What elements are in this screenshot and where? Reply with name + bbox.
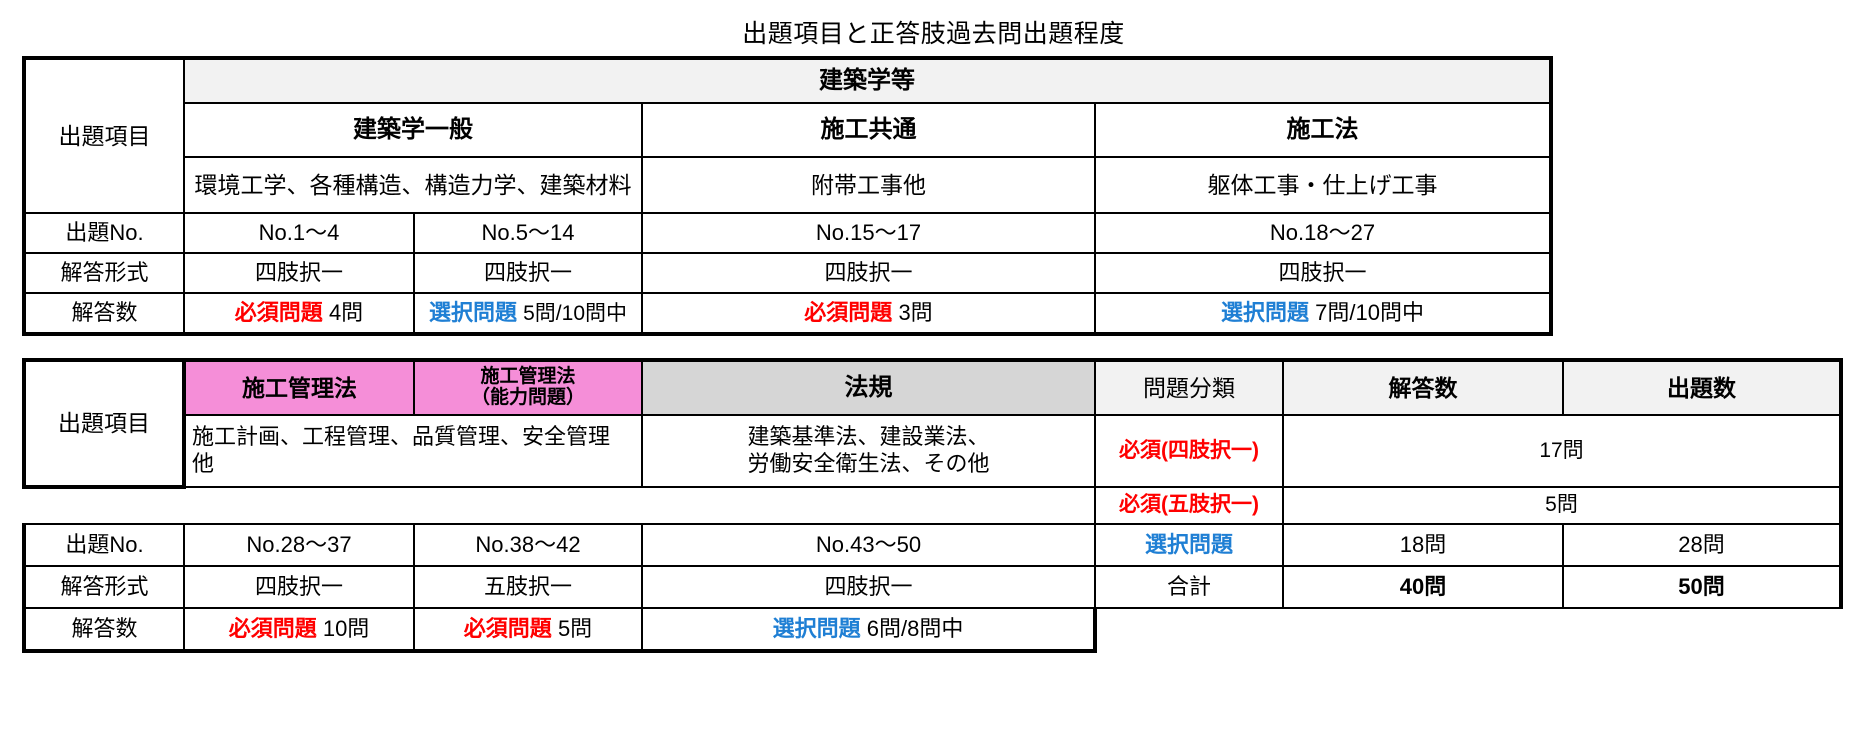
table-row: 解答形式 四肢択一 四肢択一 四肢択一 四肢択一 xyxy=(23,252,1552,294)
description-construction-method: 躯体工事・仕上げ工事 xyxy=(1094,156,1552,214)
answer-form-construction-management-ability: 五肢択一 xyxy=(413,565,643,609)
summary-category-total: 合計 xyxy=(1094,565,1284,609)
summary-answer-count-selective: 18問 xyxy=(1282,523,1564,567)
summary-category-required-4choice: 必須(四肢択一) xyxy=(1094,414,1284,488)
number-architecture-selective: No.5〜14 xyxy=(413,212,643,254)
exam-structure-table-upper: 出題項目 建築学等 建築学一般 施工共通 施工法 環境工学、各種構造、構造力学、… xyxy=(22,56,1553,336)
table-row: 出題No. No.1〜4 No.5〜14 No.15〜17 No.18〜27 xyxy=(23,212,1552,254)
row-label-answer-form: 解答形式 xyxy=(22,565,185,609)
summary-header-question-count: 出題数 xyxy=(1562,358,1843,416)
answer-count-construction-management-ability: 必須問題 5問 xyxy=(413,607,643,653)
required-badge: 必須問題 xyxy=(228,616,317,642)
number-architecture-required: No.1〜4 xyxy=(183,212,415,254)
answer-count-value: 10問 xyxy=(322,616,370,642)
spacer-cell xyxy=(1283,608,1563,651)
number-construction-management: No.28〜37 xyxy=(183,523,415,567)
spacer-cell xyxy=(1563,608,1841,651)
group-label-line1: 施工管理法 xyxy=(480,366,576,388)
summary-answer-count-total: 40問 xyxy=(1282,565,1564,609)
selective-badge: 選択問題 xyxy=(772,616,861,642)
summary-question-count-selective: 28問 xyxy=(1562,523,1843,567)
spacer-cell xyxy=(642,487,1095,524)
group-construction-common: 施工共通 xyxy=(641,102,1096,158)
answer-count-architecture-selective: 選択問題 5問/10問中 xyxy=(413,292,643,335)
description-architecture-general: 環境工学、各種構造、構造力学、建築材料 xyxy=(183,156,643,214)
group-construction-method: 施工法 xyxy=(1094,102,1552,158)
description-line2: 労働安全衛生法、その他 xyxy=(747,451,990,476)
answer-count-value: 7問/10問中 xyxy=(1315,300,1424,326)
description-construction-management: 施工計画、工程管理、品質管理、安全管理他 xyxy=(183,414,643,488)
number-construction-management-ability: No.38〜42 xyxy=(413,523,643,567)
answer-count-construction-management: 必須問題 10問 xyxy=(183,607,415,653)
table-row: 建築学一般 施工共通 施工法 xyxy=(24,102,1552,158)
spacer-cell xyxy=(24,487,184,524)
table-row: 環境工学、各種構造、構造力学、建築材料 附帯工事他 躯体工事・仕上げ工事 xyxy=(24,156,1552,214)
required-badge: 必須問題 xyxy=(804,300,893,326)
table-row: 出題No. No.28〜37 No.38〜42 No.43〜50 選択問題 18… xyxy=(22,523,1843,567)
answer-form-construction-method: 四肢択一 xyxy=(1094,252,1552,294)
summary-category-required-5choice: 必須(五肢択一) xyxy=(1094,486,1284,525)
table-row: 施工計画、工程管理、品質管理、安全管理他 建築基準法、建設業法、 労働安全衛生法、… xyxy=(24,414,1843,488)
row-label-number: 出題No. xyxy=(23,212,185,254)
required-badge: 必須問題 xyxy=(234,300,323,326)
page-title: 出題項目と正答肢過去問出題程度 xyxy=(742,20,1125,48)
description-line2: 他 xyxy=(192,451,215,476)
spacer-cell xyxy=(184,487,414,524)
summary-merged-value-required-4choice: 17問 xyxy=(1282,414,1843,488)
row-label-number: 出題No. xyxy=(22,523,185,567)
group-header-architecture: 建築学等 xyxy=(183,57,1552,104)
group-law: 法規 xyxy=(641,358,1096,416)
number-law: No.43〜50 xyxy=(641,523,1096,567)
group-architecture-general: 建築学一般 xyxy=(183,102,643,158)
exam-structure-table-lower: 出題項目 施工管理法 施工管理法 （能力問題） 法規 問題分類 解答数 出題数 施… xyxy=(22,358,1843,653)
row-label-answer-count: 解答数 xyxy=(22,607,185,653)
description-line1: 施工計画、工程管理、品質管理、安全管理 xyxy=(192,424,611,450)
answer-form-architecture-required: 四肢択一 xyxy=(183,252,415,294)
answer-count-construction-common: 必須問題 3問 xyxy=(641,292,1096,335)
answer-form-architecture-selective: 四肢択一 xyxy=(413,252,643,294)
group-label-line2: （能力問題） xyxy=(470,387,585,408)
selective-badge: 選択問題 xyxy=(428,299,517,325)
number-construction-method: No.18〜27 xyxy=(1094,212,1552,254)
summary-header-category: 問題分類 xyxy=(1094,358,1284,416)
description-law: 建築基準法、建設業法、 労働安全衛生法、その他 xyxy=(641,414,1096,488)
table-row: 出題項目 施工管理法 施工管理法 （能力問題） 法規 問題分類 解答数 出題数 xyxy=(22,358,1843,489)
description-line1: 建築基準法、建設業法、 xyxy=(747,424,990,450)
spacer-cell xyxy=(1095,608,1283,651)
table-row: 必須(五肢択一) 5問 xyxy=(24,486,1843,525)
row-label-item: 出題項目 xyxy=(23,57,185,214)
answer-count-value: 5問/10問中 xyxy=(523,301,627,325)
number-construction-common: No.15〜17 xyxy=(641,212,1096,254)
answer-count-construction-method: 選択問題 7問/10問中 xyxy=(1094,292,1552,335)
answer-count-value: 6問/8問中 xyxy=(866,616,964,642)
table-row: 出題項目 建築学等 xyxy=(23,57,1552,214)
answer-count-value: 5問 xyxy=(557,616,593,642)
table-row: 解答数 必須問題 4問 選択問題 5問/10問中 必須問題 3問 選択問題 7問… xyxy=(23,292,1552,335)
summary-header-answer-count: 解答数 xyxy=(1282,358,1564,416)
group-construction-management: 施工管理法 xyxy=(183,358,415,416)
summary-category-selective: 選択問題 xyxy=(1094,523,1284,567)
answer-count-value: 4問 xyxy=(328,300,364,326)
selective-badge: 選択問題 xyxy=(1221,300,1310,326)
answer-form-construction-management: 四肢択一 xyxy=(183,565,415,609)
table-row: 解答形式 四肢択一 五肢択一 四肢択一 合計 40問 50問 xyxy=(22,565,1843,609)
row-label-item: 出題項目 xyxy=(22,358,186,489)
description-construction-common: 附帯工事他 xyxy=(641,156,1096,214)
group-construction-management-ability: 施工管理法 （能力問題） xyxy=(413,358,643,416)
answer-count-law: 選択問題 6問/8問中 xyxy=(641,607,1097,653)
summary-question-count-total: 50問 xyxy=(1562,565,1843,609)
table-row: 解答数 必須問題 10問 必須問題 5問 選択問題 6問/8問中 xyxy=(22,607,1841,653)
answer-count-value: 3問 xyxy=(898,300,933,326)
summary-merged-value-required-5choice: 5問 xyxy=(1282,486,1843,525)
answer-form-construction-common: 四肢択一 xyxy=(641,252,1096,294)
answer-count-architecture-required: 必須問題 4問 xyxy=(183,292,415,335)
row-label-answer-count: 解答数 xyxy=(23,292,185,335)
spacer-cell xyxy=(414,487,642,524)
required-badge: 必須問題 xyxy=(463,616,552,642)
row-label-answer-form: 解答形式 xyxy=(23,252,185,294)
answer-form-law: 四肢択一 xyxy=(641,565,1096,609)
